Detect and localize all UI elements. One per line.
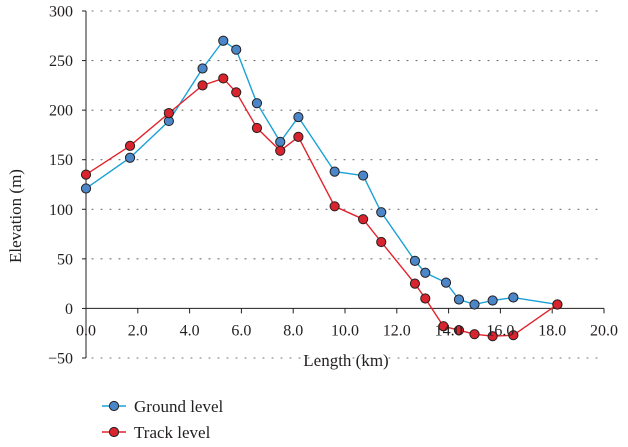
x-tick-label: 8.0 bbox=[283, 322, 303, 339]
x-tick-label: 6.0 bbox=[231, 322, 251, 339]
x-axis-label: Length (km) bbox=[303, 351, 388, 370]
track-level-point bbox=[124, 140, 136, 151]
track-level-point bbox=[80, 169, 92, 180]
axes bbox=[82, 10, 605, 359]
x-tick-label: 0.0 bbox=[76, 322, 96, 339]
track-level-point bbox=[376, 236, 387, 248]
track-level-point bbox=[438, 321, 449, 332]
y-axis-label: Elevation (m) bbox=[6, 169, 25, 263]
x-tick-label: 10.0 bbox=[331, 322, 359, 339]
ground-level-point bbox=[487, 295, 498, 306]
y-tick-label: 200 bbox=[49, 103, 73, 120]
ground-level-point bbox=[251, 98, 263, 109]
track-level-point bbox=[293, 131, 304, 143]
ground-level-point bbox=[218, 35, 229, 46]
ground-level-point bbox=[469, 299, 480, 310]
x-tick-label: 2.0 bbox=[128, 322, 148, 339]
ground-level-point bbox=[231, 44, 242, 55]
legend-ground-level-label: Ground level bbox=[134, 397, 224, 416]
track-level-point bbox=[251, 122, 263, 134]
track-level-point bbox=[508, 330, 519, 341]
x-tick-label: 20.0 bbox=[590, 322, 618, 339]
y-tick-label: 150 bbox=[49, 152, 73, 169]
ground-level-point bbox=[440, 277, 452, 288]
track-level-point bbox=[487, 331, 498, 342]
y-tick-label: 250 bbox=[49, 53, 73, 70]
ground-level-point bbox=[453, 294, 465, 305]
x-tick-label: 4.0 bbox=[180, 322, 200, 339]
legend-ground-level-marker bbox=[108, 400, 120, 412]
x-tick-label: 12.0 bbox=[383, 322, 411, 339]
track-level-point bbox=[329, 201, 340, 212]
track-level-point bbox=[453, 325, 465, 336]
ground-level-line bbox=[85, 40, 558, 306]
y-tick-label: 100 bbox=[49, 202, 73, 219]
ground-level-point bbox=[124, 152, 136, 163]
ground-level-point bbox=[508, 292, 519, 303]
x-tick-label: 14.0 bbox=[435, 322, 463, 339]
ground-level-point bbox=[420, 267, 431, 278]
y-tick-label: 300 bbox=[49, 4, 73, 21]
ground-level-point bbox=[293, 111, 304, 123]
y-tick-label: 0 bbox=[65, 301, 73, 318]
y-tick-label: −50 bbox=[48, 351, 73, 368]
y-tick-label: 50 bbox=[57, 251, 73, 268]
grid-lines bbox=[91, 10, 605, 359]
track-level-point bbox=[218, 73, 229, 84]
track-level-point bbox=[163, 108, 174, 119]
track-level-point bbox=[409, 278, 421, 289]
track-level-point bbox=[420, 293, 431, 304]
track-level-point bbox=[552, 299, 563, 310]
track-level-point bbox=[358, 214, 369, 225]
track-level-point bbox=[197, 80, 208, 91]
legend-track-level-marker bbox=[108, 426, 120, 438]
track-level-point bbox=[469, 329, 480, 340]
tick-labels: 300 250 200 150 100 50 0 −500.0 2.0 4.0 6.0 8.0 10.0… bbox=[48, 4, 618, 368]
track-level-point bbox=[275, 145, 286, 156]
ground-level-point bbox=[197, 63, 208, 74]
series-layer bbox=[80, 35, 563, 342]
x-tick-label: 16.0 bbox=[486, 322, 514, 339]
x-tick-label: 18.0 bbox=[538, 322, 566, 339]
track-level-point bbox=[231, 87, 242, 98]
ground-level-point bbox=[376, 207, 387, 218]
legend-track-level-label: Track level bbox=[134, 423, 211, 442]
ground-level-point bbox=[275, 136, 286, 147]
ground-level-point bbox=[409, 255, 421, 266]
legend: Ground level Track level bbox=[102, 397, 224, 442]
ground-level-point bbox=[80, 183, 92, 194]
ground-level-point bbox=[358, 170, 369, 181]
ground-level-point bbox=[329, 166, 340, 177]
track-level-line bbox=[85, 77, 558, 337]
